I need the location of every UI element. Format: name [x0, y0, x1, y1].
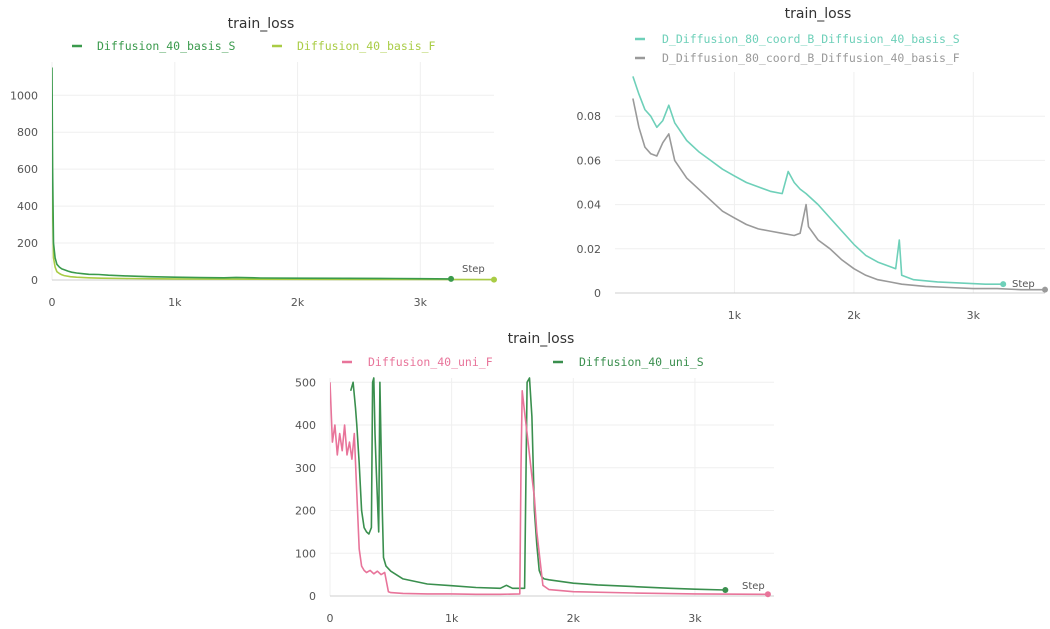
series-line	[52, 67, 452, 280]
y-tick-label: 0.04	[577, 199, 602, 212]
y-tick-label: 100	[295, 547, 316, 560]
y-tick-label: 0.06	[577, 154, 602, 167]
series-line	[52, 113, 495, 281]
chart-title: train_loss	[785, 6, 852, 22]
y-tick-label: 500	[295, 376, 316, 389]
y-tick-label: 0	[31, 274, 38, 287]
series-line	[349, 377, 726, 591]
legend-label[interactable]: D_Diffusion_80_coord_B_Diffusion_40_basi…	[662, 32, 960, 46]
x-tick-label: 2k	[847, 309, 861, 322]
y-tick-label: 200	[295, 505, 316, 518]
x-axis-label: Step	[742, 581, 765, 592]
y-tick-label: 0.08	[577, 110, 602, 123]
series-end-point	[491, 276, 497, 283]
x-tick-label: 1k	[445, 612, 459, 625]
series-end-point	[764, 591, 771, 598]
x-tick-label: 2k	[291, 296, 305, 309]
series-end-point	[722, 587, 729, 594]
series-end-point	[448, 275, 455, 282]
x-tick-label: 0	[327, 612, 334, 625]
x-axis-label: Step	[1012, 279, 1035, 290]
x-tick-label: 2k	[567, 612, 581, 625]
y-tick-label: 200	[17, 237, 38, 250]
chart-title: train_loss	[508, 331, 575, 347]
y-tick-label: 800	[17, 126, 38, 139]
chart-3: train_loss 0 100 200 300 400 500 0 1k 2k 3k Step Dif…	[295, 331, 774, 625]
series-line	[330, 382, 768, 596]
x-tick-label: 0	[49, 296, 56, 309]
chart-1: train_loss 0 200 400 600 800 1000 0 1k 2k 3k Step Di…	[10, 16, 497, 309]
x-tick-label: 1k	[728, 309, 742, 322]
legend-label[interactable]: Diffusion_40_basis_S	[97, 39, 236, 53]
x-tick-label: 3k	[967, 309, 981, 322]
y-tick-label: 1000	[10, 89, 38, 102]
series-end-point	[1000, 281, 1007, 288]
legend-label[interactable]: Diffusion_40_basis_F	[297, 39, 436, 53]
y-tick-label: 400	[295, 419, 316, 432]
y-tick-label: 300	[295, 462, 316, 475]
y-tick-label: 0	[309, 590, 316, 603]
y-tick-label: 0.02	[577, 243, 602, 256]
x-axis-label: Step	[462, 264, 485, 275]
x-tick-label: 3k	[414, 296, 428, 309]
chart-2: train_loss 0 0.02 0.04 0.06 0.08 1k 2k 3k Step D_D…	[577, 6, 1048, 322]
x-tick-label: 3k	[688, 612, 702, 625]
series-end-point	[1042, 286, 1048, 293]
legend-label[interactable]: Diffusion_40_uni_S	[579, 355, 704, 369]
y-tick-label: 600	[17, 163, 38, 176]
series-line	[632, 76, 1004, 286]
legend-label[interactable]: Diffusion_40_uni_F	[368, 355, 493, 369]
series-line	[632, 98, 1045, 291]
x-tick-label: 1k	[168, 296, 182, 309]
y-tick-label: 0	[594, 287, 601, 300]
chart-title: train_loss	[228, 16, 295, 32]
y-tick-label: 400	[17, 200, 38, 213]
legend-label[interactable]: D_Diffusion_80_coord_B_Diffusion_40_basi…	[662, 51, 960, 65]
